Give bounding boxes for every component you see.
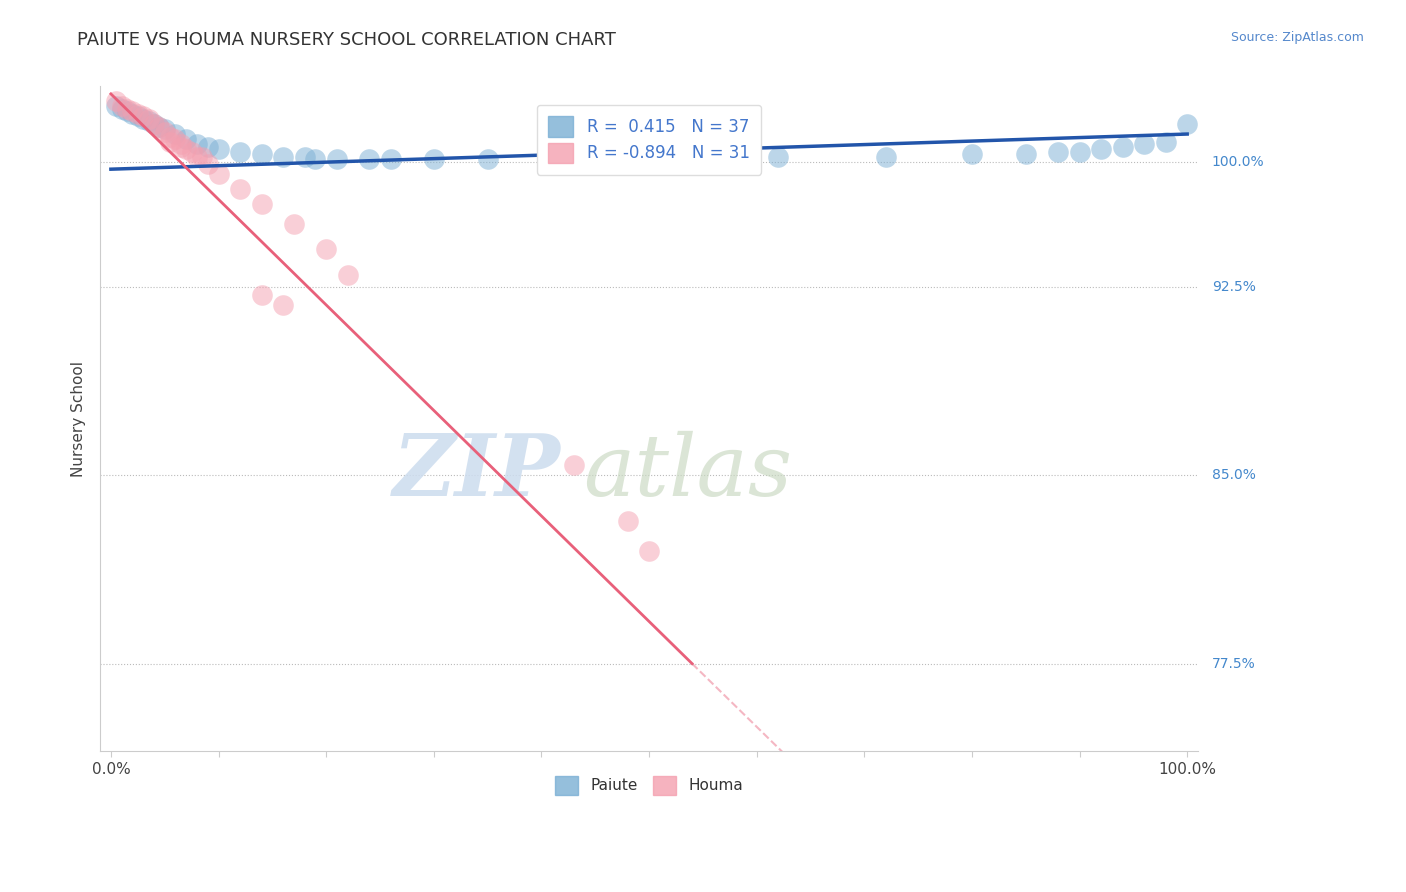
Point xyxy=(336,268,359,282)
Point xyxy=(271,298,294,312)
Point xyxy=(250,287,273,301)
Point xyxy=(148,120,170,134)
Point xyxy=(1154,135,1177,149)
Point xyxy=(638,543,661,558)
Point xyxy=(105,99,128,113)
Point xyxy=(111,99,134,113)
Text: PAIUTE VS HOUMA NURSERY SCHOOL CORRELATION CHART: PAIUTE VS HOUMA NURSERY SCHOOL CORRELATI… xyxy=(77,31,616,49)
Point xyxy=(1047,145,1070,159)
Point xyxy=(616,514,638,528)
Text: 85.0%: 85.0% xyxy=(1212,468,1256,483)
Legend: Paiute, Houma: Paiute, Houma xyxy=(546,767,752,804)
Point xyxy=(186,150,208,164)
Point xyxy=(229,145,252,159)
Point xyxy=(638,152,661,166)
Point xyxy=(283,218,305,232)
Point xyxy=(359,152,381,166)
Text: 100.0%: 100.0% xyxy=(1212,154,1264,169)
Point xyxy=(111,102,134,116)
Point xyxy=(1090,142,1112,156)
Point xyxy=(121,104,143,119)
Point xyxy=(326,152,349,166)
Text: Source: ZipAtlas.com: Source: ZipAtlas.com xyxy=(1230,31,1364,45)
Point xyxy=(207,142,229,156)
Point xyxy=(165,127,187,141)
Point xyxy=(132,112,155,126)
Point xyxy=(174,142,197,156)
Point xyxy=(1069,145,1091,159)
Point xyxy=(197,139,219,153)
Point xyxy=(477,152,499,166)
Point xyxy=(197,157,219,171)
Point xyxy=(1015,147,1038,161)
Point xyxy=(115,102,138,116)
Point xyxy=(294,150,316,164)
Point xyxy=(170,139,193,153)
Point xyxy=(170,137,193,152)
Point xyxy=(153,122,176,136)
Point xyxy=(142,117,165,131)
Point xyxy=(153,124,176,138)
Point xyxy=(304,152,326,166)
Point xyxy=(250,197,273,211)
Point xyxy=(159,135,181,149)
Point xyxy=(1175,117,1198,131)
Point xyxy=(1111,139,1133,153)
Point xyxy=(207,167,229,181)
Point xyxy=(138,114,160,128)
Point xyxy=(191,150,214,164)
Point xyxy=(229,182,252,196)
Point xyxy=(121,107,143,121)
Y-axis label: Nursery School: Nursery School xyxy=(72,361,86,477)
Point xyxy=(138,112,160,126)
Point xyxy=(380,152,402,166)
Point xyxy=(766,150,789,164)
Point xyxy=(423,152,446,166)
Point xyxy=(960,147,983,161)
Point xyxy=(875,150,897,164)
Text: atlas: atlas xyxy=(583,431,793,514)
Point xyxy=(115,104,138,119)
Point xyxy=(142,117,165,131)
Point xyxy=(105,95,128,109)
Point xyxy=(180,145,202,159)
Text: ZIP: ZIP xyxy=(394,430,561,514)
Point xyxy=(148,120,170,134)
Text: 92.5%: 92.5% xyxy=(1212,280,1256,294)
Point xyxy=(127,107,149,121)
Point xyxy=(315,243,337,257)
Point xyxy=(165,132,187,146)
Point xyxy=(174,132,197,146)
Point xyxy=(186,137,208,152)
Point xyxy=(127,110,149,124)
Point xyxy=(562,458,585,473)
Point xyxy=(132,110,155,124)
Point xyxy=(250,147,273,161)
Point xyxy=(159,129,181,144)
Point xyxy=(1133,137,1156,152)
Text: 77.5%: 77.5% xyxy=(1212,657,1256,671)
Point xyxy=(271,150,294,164)
